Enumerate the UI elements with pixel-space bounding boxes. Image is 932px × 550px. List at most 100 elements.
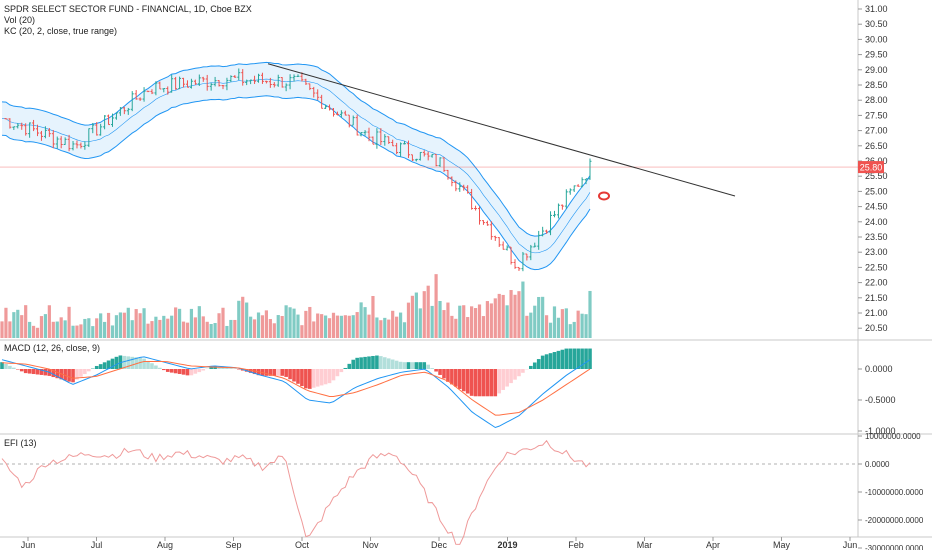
- volume-bar: [114, 315, 119, 338]
- volume-bar: [304, 310, 308, 338]
- macd-histogram-bar: [477, 369, 482, 397]
- macd-histogram-bar: [367, 356, 371, 369]
- price-tick-label: 22.50: [865, 262, 888, 272]
- macd-histogram-bar: [213, 366, 217, 369]
- volume-bar: [517, 291, 521, 338]
- volume-bar: [331, 312, 336, 338]
- volume-bar: [106, 312, 111, 338]
- volume-bar: [509, 290, 513, 338]
- macd-histogram-bar: [300, 369, 304, 387]
- macd-histogram-bar: [94, 365, 99, 369]
- macd-histogram-bar: [343, 367, 348, 369]
- macd-histogram-bar: [548, 353, 553, 369]
- macd-histogram-bar: [544, 354, 549, 369]
- volume-bar: [513, 294, 517, 338]
- kc-upper-line: [1, 61, 591, 237]
- volume-bar: [473, 308, 478, 338]
- volume-bar: [229, 319, 233, 338]
- macd-histogram-bar: [51, 369, 56, 378]
- volume-bar: [442, 310, 446, 338]
- macd-histogram-bar: [197, 369, 202, 373]
- macd-histogram-bar: [327, 369, 332, 384]
- kc-lower-line: [1, 95, 591, 271]
- volume-bar: [166, 318, 170, 338]
- volume-bar: [146, 323, 150, 338]
- volume-bar: [458, 305, 462, 338]
- price-tick-label: 21.50: [865, 293, 888, 303]
- volume-bar: [521, 281, 525, 338]
- volume-bar: [308, 306, 312, 338]
- volume-bar: [355, 312, 359, 338]
- macd-histogram-bar: [556, 350, 561, 369]
- macd-histogram-bar: [335, 369, 340, 377]
- macd-histogram-bar: [308, 369, 312, 389]
- volume-bar: [213, 323, 217, 338]
- volume-bar: [59, 317, 63, 338]
- volume-bar: [138, 313, 142, 338]
- volume-bar: [43, 314, 48, 338]
- volume-bar: [481, 316, 486, 338]
- macd-histogram-bar: [248, 369, 253, 373]
- volume-bar: [525, 315, 529, 338]
- macd-histogram-bar: [292, 369, 296, 382]
- macd-histogram-bar: [209, 367, 213, 369]
- macd-histogram-bar: [331, 369, 336, 381]
- volume-bar: [588, 290, 592, 338]
- time-tick-label: Sep: [225, 540, 241, 550]
- macd-histogram-bar: [469, 369, 474, 396]
- macd-histogram-bar: [0, 362, 4, 369]
- macd-histogram-bar: [201, 369, 206, 371]
- macd-histogram-bar: [410, 362, 415, 369]
- macd-histogram-bar: [280, 369, 284, 376]
- volume-label: Vol (20): [4, 15, 35, 25]
- volume-bar: [462, 305, 466, 338]
- macd-histogram-bar: [521, 369, 525, 373]
- macd-histogram-bar: [304, 369, 308, 389]
- macd-histogram-bar: [438, 369, 442, 375]
- volume-bar: [20, 315, 24, 338]
- macd-histogram-bar: [23, 369, 28, 374]
- time-tick-label: Feb: [568, 540, 584, 550]
- price-tick-label: 29.50: [865, 50, 888, 60]
- macd-histogram-bar: [552, 352, 557, 369]
- macd-histogram-bar: [138, 357, 142, 369]
- volume-bar: [174, 307, 178, 338]
- volume-bar: [95, 318, 99, 338]
- volume-bar: [177, 308, 182, 338]
- volume-bar: [351, 315, 355, 338]
- macd-histogram-bar: [27, 369, 32, 374]
- macd-histogram: [0, 348, 592, 429]
- efi-label: EFI (13): [4, 438, 37, 448]
- macd-histogram-bar: [173, 369, 178, 374]
- volume-bars: [0, 274, 592, 338]
- volume-bar: [544, 315, 549, 338]
- time-tick-label: Oct: [295, 540, 310, 550]
- macd-histogram-bar: [130, 356, 135, 369]
- macd-histogram-bar: [31, 369, 36, 375]
- efi-line: [1, 439, 591, 545]
- macd-histogram-bar: [355, 357, 359, 369]
- macd-histogram-bar: [4, 364, 8, 369]
- volume-bar: [576, 310, 580, 338]
- volume-bar: [375, 317, 379, 338]
- macd-histogram-bar: [193, 369, 198, 374]
- volume-bar: [395, 316, 399, 338]
- volume-bar: [556, 317, 561, 338]
- macd-histogram-bar: [446, 369, 450, 382]
- macd-histogram-bar: [150, 363, 154, 369]
- macd-histogram-bar: [110, 358, 115, 369]
- kc-mid-line: [1, 78, 591, 254]
- macd-histogram-bar: [8, 365, 12, 369]
- macd-histogram-bar: [98, 364, 103, 369]
- macd-histogram-bar: [434, 369, 438, 372]
- volume-bar: [493, 298, 497, 338]
- time-tick-label: 2019: [497, 540, 517, 550]
- volume-bar: [280, 315, 284, 338]
- macd-histogram-bar: [426, 364, 431, 369]
- volume-bar: [4, 307, 8, 338]
- volume-bar: [316, 313, 320, 338]
- volume-bar: [63, 320, 67, 338]
- volume-bar: [189, 308, 194, 338]
